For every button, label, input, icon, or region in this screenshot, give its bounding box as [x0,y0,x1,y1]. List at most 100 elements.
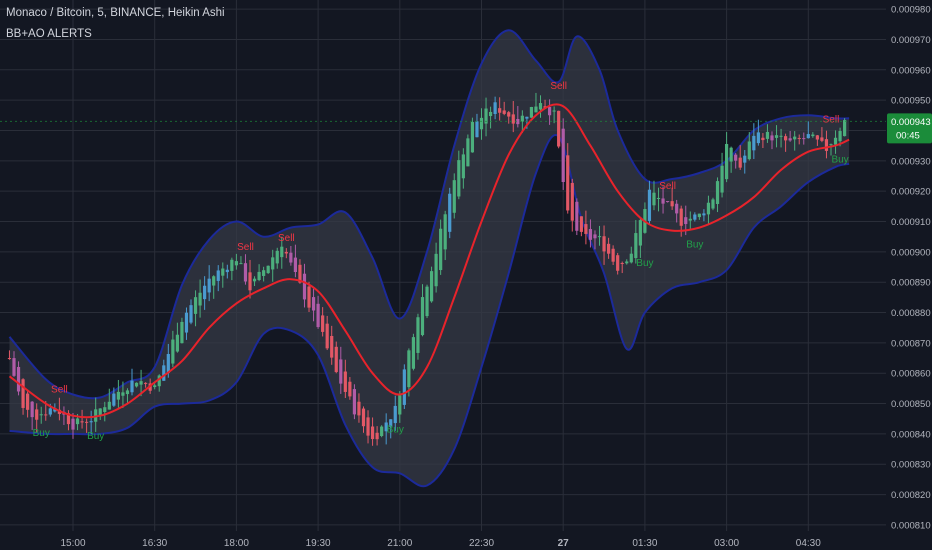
candle-body [520,115,524,122]
price-axis-label: 0.000860 [891,369,931,380]
candle-body [511,114,515,124]
price-axis-label: 0.000830 [891,460,931,471]
candle-body [634,233,638,259]
candle-body [375,432,379,440]
candle-body [293,257,298,273]
candle-body [75,418,80,425]
candles [7,92,847,446]
candle-body [302,273,307,300]
candle-body [538,103,543,110]
candle-body [729,147,733,162]
candle-body [112,393,116,406]
time-axis-label: 27 [558,538,570,549]
candle-body [380,426,384,436]
candle-body [815,135,819,140]
candle-body [207,278,211,293]
candle-body [44,414,48,416]
candle-body [107,401,111,410]
candle-body [597,236,602,238]
candle-body [370,426,375,440]
candle-body [16,366,21,392]
candle-body [402,369,406,405]
price-axis-label: 0.000960 [891,65,931,76]
price-axis-label: 0.000810 [891,520,931,531]
candle-body [647,189,652,221]
candle-body [357,401,361,416]
candle-body [89,421,93,423]
candle-body [688,218,692,221]
last-price-badge [887,113,932,144]
candle-body [35,409,39,420]
candle-body [348,381,352,397]
candle-body [343,371,347,392]
candle-body [330,336,334,358]
candle-body [616,255,620,271]
bollinger-lower-band [9,133,850,488]
candle-body [307,286,311,308]
candle-body [425,286,429,317]
sell-signal-label: Sell [550,81,567,92]
candle-body [316,303,320,328]
candle-body [588,229,593,240]
price-axis-label: 0.000840 [891,429,931,440]
time-axis-label: 18:00 [224,538,249,549]
candle-body [593,234,597,239]
candle-body [175,334,179,352]
candle-body [420,297,425,336]
candle-body [675,203,679,214]
candle-body [656,197,661,199]
time-axis-label: 15:00 [60,538,85,549]
price-axis-label: 0.000850 [891,399,931,410]
candle-body [157,375,161,387]
price-axis-label: 0.000890 [891,278,931,289]
candle-body [752,135,756,151]
candle-body [321,315,325,332]
candle-body [7,358,12,360]
candle-body [720,165,724,193]
candle-body [434,253,438,287]
candle-body [12,358,16,376]
candle-body [711,199,715,209]
candle-body [502,110,506,114]
candle-body [339,359,343,384]
candle-body [652,192,656,206]
candle-body [570,182,574,221]
candle-body [611,248,615,262]
buy-signal-label: Buy [686,240,703,251]
candle-body [234,261,238,266]
candle-body [257,271,261,281]
candle-body [153,385,157,388]
indicator-title[interactable]: BB+AO ALERTS [6,28,92,40]
time-axis-label: 21:00 [387,538,412,549]
candle-body [139,381,143,385]
candle-body [134,382,139,387]
candle-body [411,337,416,369]
time-axis-label: 01:30 [632,538,657,549]
candle-body [461,154,465,179]
candle-body [606,243,611,254]
candle-body [439,228,443,271]
candle-body [144,382,148,384]
candle-body [470,122,475,153]
candle-body [248,272,252,291]
candle-body [584,224,588,234]
price-axis-label: 0.000820 [891,490,931,501]
price-axis-label: 0.000920 [891,187,931,198]
candle-body [416,317,420,353]
candle-body [602,236,606,252]
candle-body [266,265,270,274]
time-axis-label: 22:30 [469,538,494,549]
candle-body [529,106,534,118]
candle-body [734,154,738,161]
sell-signal-label: Sell [659,181,676,192]
candle-body [184,312,189,333]
price-axis-label: 0.000880 [891,308,931,319]
bollinger-basis-line [8,103,850,419]
candle-body [725,143,729,180]
candle-body [80,421,84,423]
candle-body [638,220,642,246]
sell-signal-label: Sell [278,233,295,244]
candle-body [552,110,556,112]
candle-body [230,259,234,271]
